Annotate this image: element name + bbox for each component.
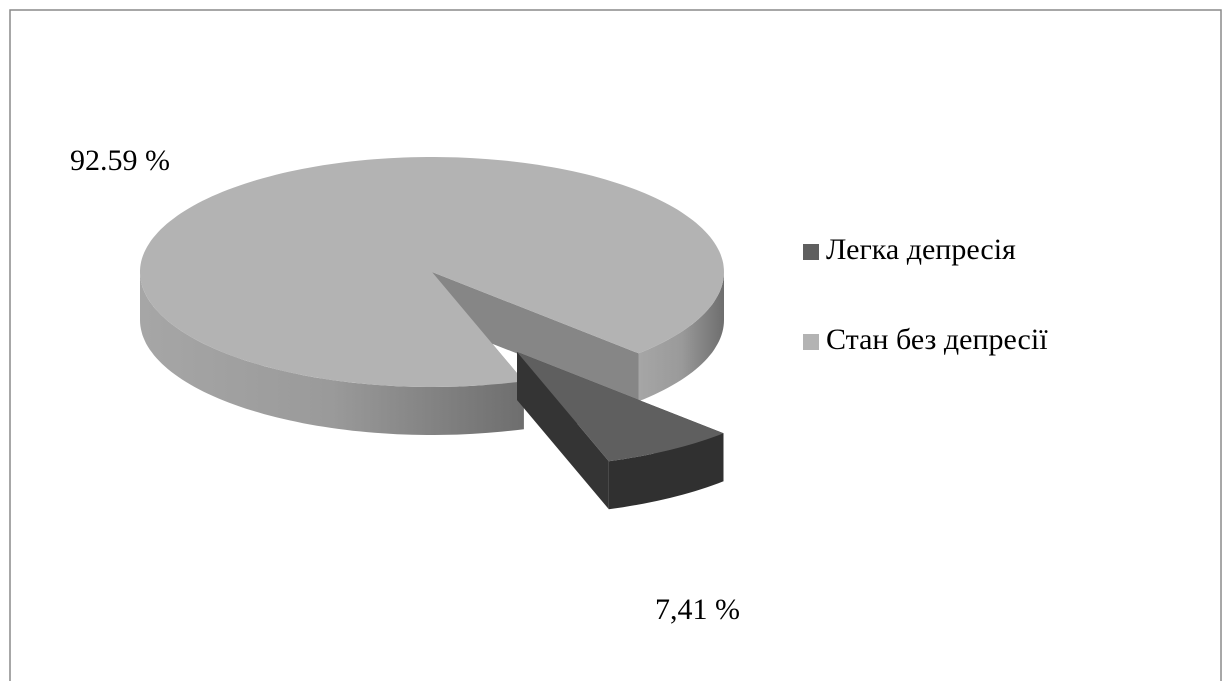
legend-swatch xyxy=(803,244,819,260)
slice-cut-face xyxy=(432,272,639,402)
data-label: 7,41 % xyxy=(655,593,740,626)
slice-cut-face xyxy=(517,352,609,510)
data-label: 92.59 % xyxy=(70,144,170,177)
pie-slice xyxy=(517,352,724,462)
legend-swatch xyxy=(803,334,819,350)
slice-wall xyxy=(608,433,724,510)
legend-label: Стан без депресії xyxy=(826,323,1048,356)
legend-label: Легка депресія xyxy=(826,233,1016,266)
slice-wall xyxy=(140,272,524,435)
slice-wall xyxy=(638,272,724,402)
pie-slice xyxy=(140,157,724,387)
